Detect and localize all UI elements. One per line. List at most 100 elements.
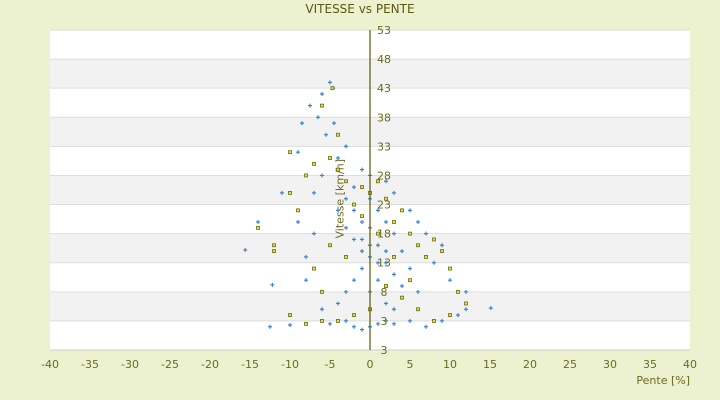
x-tick-label: -15 xyxy=(241,358,259,371)
data-point xyxy=(328,243,332,248)
data-point xyxy=(400,284,404,288)
data-point xyxy=(336,319,340,323)
x-tick-label: -30 xyxy=(121,358,139,371)
data-point xyxy=(408,231,412,236)
data-point xyxy=(304,278,308,283)
data-point xyxy=(243,247,248,252)
data-point xyxy=(416,243,420,248)
data-point xyxy=(328,156,332,160)
data-point xyxy=(440,318,444,323)
data-point xyxy=(352,278,356,283)
y-tick-label: 33 xyxy=(377,140,391,153)
data-point xyxy=(408,318,412,323)
data-point xyxy=(288,313,292,317)
data-point xyxy=(352,208,356,213)
x-tick-label: 40 xyxy=(683,358,697,371)
data-point xyxy=(256,220,260,224)
data-point xyxy=(464,289,468,294)
x-tick-label: -10 xyxy=(281,358,299,371)
data-point xyxy=(360,249,364,254)
data-point xyxy=(400,249,404,254)
data-point xyxy=(376,278,380,283)
y-tick-label: 13 xyxy=(377,257,391,270)
data-point xyxy=(256,225,260,230)
data-point xyxy=(332,121,336,126)
data-point xyxy=(312,231,316,236)
data-point xyxy=(328,80,332,85)
data-point xyxy=(464,301,468,306)
data-point xyxy=(408,278,412,283)
data-point xyxy=(328,321,332,326)
data-point xyxy=(392,231,396,236)
x-axis-label: Pente [%] xyxy=(636,374,690,387)
x-tick-label: 15 xyxy=(483,358,497,371)
data-point xyxy=(384,179,388,184)
data-point xyxy=(376,179,380,184)
data-point xyxy=(360,266,364,271)
data-point xyxy=(344,255,348,259)
data-point xyxy=(272,243,276,248)
x-tick-label: 5 xyxy=(407,358,414,371)
data-point xyxy=(416,289,420,294)
y-tick-label: 18 xyxy=(377,228,391,241)
data-point xyxy=(308,103,312,108)
data-point xyxy=(384,318,388,323)
data-point xyxy=(312,161,316,166)
data-point xyxy=(400,295,404,300)
chart-title: VITESSE vs PENTE xyxy=(305,2,415,16)
data-point xyxy=(320,92,324,96)
data-point xyxy=(344,318,348,323)
data-point xyxy=(448,313,452,317)
data-point xyxy=(392,220,396,224)
y-tick-label: 23 xyxy=(377,199,391,212)
x-tick-label: 10 xyxy=(443,358,457,371)
data-point xyxy=(384,284,388,288)
data-point xyxy=(288,191,292,195)
data-point xyxy=(352,313,356,317)
data-point xyxy=(324,132,328,137)
data-point xyxy=(456,313,460,318)
data-point xyxy=(400,208,404,213)
x-tick-label: 0 xyxy=(367,358,374,371)
x-tick-label: 20 xyxy=(523,358,537,371)
x-tick-label: -40 xyxy=(41,358,59,371)
x-tick-label: -25 xyxy=(161,358,179,371)
y-tick-label: 53 xyxy=(377,24,391,37)
data-point xyxy=(432,319,436,323)
data-point xyxy=(344,144,348,149)
y-tick-label: 48 xyxy=(377,53,391,66)
data-point xyxy=(352,324,356,329)
data-point xyxy=(336,301,340,306)
data-point xyxy=(336,208,340,213)
data-point xyxy=(288,150,292,155)
data-point xyxy=(320,173,324,178)
data-point xyxy=(384,301,388,306)
data-point xyxy=(344,289,348,294)
data-point xyxy=(408,266,412,271)
data-point xyxy=(424,231,428,236)
data-point xyxy=(384,260,388,265)
data-point xyxy=(296,150,300,155)
data-point xyxy=(376,231,380,236)
data-point xyxy=(392,272,396,277)
x-tick-label: 35 xyxy=(643,358,657,371)
data-point xyxy=(296,208,300,213)
data-point xyxy=(316,115,320,120)
data-point xyxy=(320,289,324,294)
data-point xyxy=(320,319,324,323)
data-point xyxy=(360,220,364,224)
data-point xyxy=(320,103,324,108)
x-tick-label: 25 xyxy=(563,358,577,371)
data-point xyxy=(304,173,308,178)
data-point xyxy=(304,254,308,259)
data-point xyxy=(384,249,388,254)
data-point xyxy=(330,86,335,91)
y-tick-label: 43 xyxy=(377,82,391,95)
data-point xyxy=(270,282,275,287)
y-tick-label: 3 xyxy=(381,315,388,328)
data-point xyxy=(448,266,452,271)
data-point xyxy=(464,307,468,312)
data-point xyxy=(280,190,284,195)
